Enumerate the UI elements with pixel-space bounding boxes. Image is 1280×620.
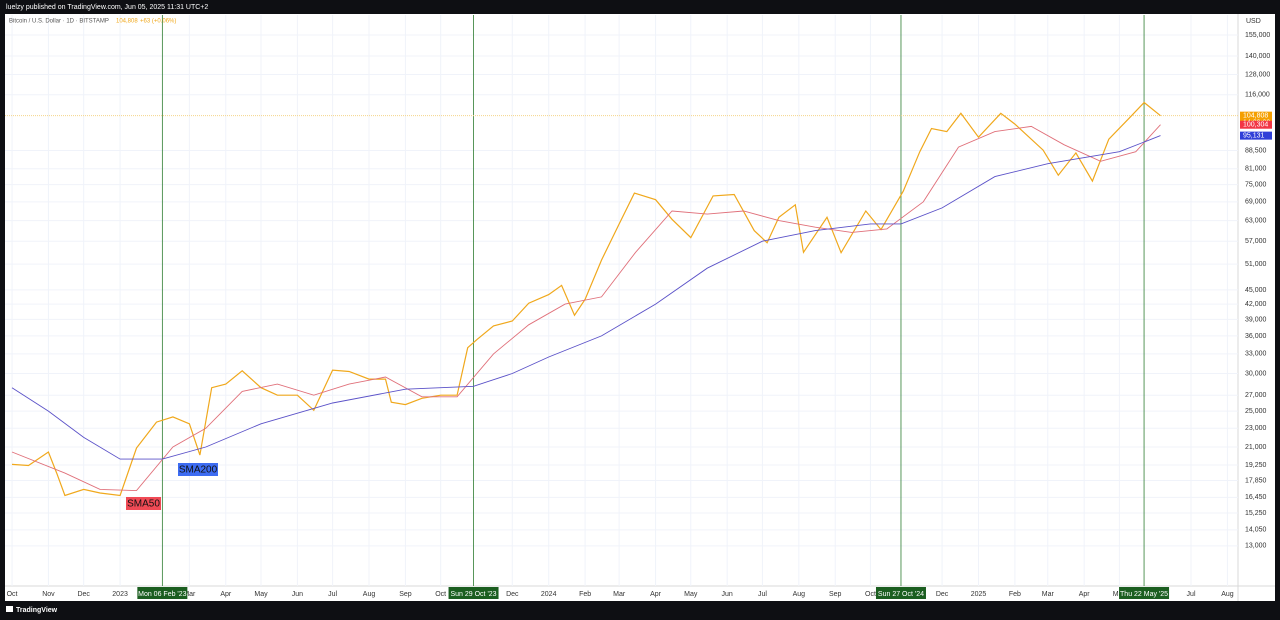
- x-tick-label: Jul: [328, 591, 337, 598]
- y-tick-label: 13,000: [1245, 543, 1267, 550]
- x-tick-label: Aug: [363, 591, 376, 598]
- x-tick-label: Dec: [506, 591, 519, 598]
- chart-area: [5, 14, 1275, 601]
- x-tick-label: 2023: [112, 591, 128, 598]
- price-tag-label: 104,808: [1243, 113, 1268, 120]
- x-tick-label: May: [684, 591, 698, 598]
- x-tick-label: May: [254, 591, 268, 598]
- annotation-label: SMA200: [179, 465, 218, 476]
- legend-name: Bitcoin / U.S. Dollar · 1D · BITSTAMP: [9, 19, 109, 25]
- y-tick-label: 30,000: [1245, 370, 1267, 377]
- y-tick-label: 42,000: [1245, 301, 1267, 308]
- y-tick-label: 21,000: [1245, 444, 1267, 451]
- x-tick-label: Aug: [793, 591, 806, 598]
- y-tick-label: 51,000: [1245, 261, 1267, 268]
- logo: [6, 606, 13, 612]
- x-tick-label: Sep: [829, 591, 842, 598]
- y-tick-label: 16,450: [1245, 494, 1267, 501]
- footer: TradingView: [6, 606, 58, 614]
- crosshair-label: Thu 22 May '25: [1120, 591, 1168, 598]
- x-tick-label: Apr: [220, 591, 232, 598]
- legend-price: 104,808: [116, 19, 138, 25]
- y-tick-label: 23,000: [1245, 425, 1267, 432]
- y-tick-label: 116,000: [1245, 92, 1270, 99]
- crosshair-label-bg: [875, 587, 926, 599]
- y-tick-label: 63,000: [1245, 217, 1267, 224]
- series-line: [11, 124, 1161, 492]
- axis-unit: USD: [1246, 18, 1261, 25]
- y-tick-label: 33,000: [1245, 351, 1267, 358]
- price-tag-label: 95,131: [1243, 132, 1265, 139]
- x-tick-label: Sep: [399, 591, 412, 598]
- price-tag: [1240, 131, 1272, 140]
- x-tick-label: Jul: [1187, 591, 1196, 598]
- y-tick-label: 155,000: [1245, 32, 1270, 39]
- crosshair-label-bg: [137, 587, 188, 599]
- footer-text: TradingView: [16, 607, 58, 614]
- x-tick-label: Oct: [865, 591, 876, 598]
- x-tick-label: Aug: [1221, 591, 1234, 598]
- x-tick-label: Apr: [1079, 591, 1091, 598]
- y-tick-label: 14,050: [1245, 527, 1267, 534]
- legend-change: +63 (+0.06%): [140, 19, 176, 25]
- x-tick-label: 2024: [541, 591, 557, 598]
- crosshair-label: Sun 29 Oct '23: [450, 591, 496, 598]
- x-tick-label: Oct: [7, 591, 18, 598]
- x-tick-label: Nov: [42, 591, 55, 598]
- y-tick-label: 88,500: [1245, 147, 1267, 154]
- annotation-label: SMA50: [127, 499, 160, 510]
- x-tick-label: Jul: [758, 591, 767, 598]
- y-tick-label: 19,250: [1245, 462, 1267, 469]
- x-tick-label: Feb: [1009, 591, 1021, 598]
- y-tick-label: 17,850: [1245, 477, 1267, 484]
- x-tick-label: Jun: [722, 591, 733, 598]
- y-tick-label: 15,250: [1245, 510, 1267, 517]
- price-tag: [1240, 120, 1272, 129]
- y-tick-label: 36,000: [1245, 333, 1267, 340]
- x-tick-label: Dec: [77, 591, 90, 598]
- y-tick-label: 128,000: [1245, 71, 1270, 78]
- crosshair-label-bg: [448, 587, 499, 599]
- crosshair-label-bg: [1119, 587, 1170, 599]
- y-tick-label: 69,000: [1245, 199, 1267, 206]
- series-line: [11, 101, 1161, 497]
- x-tick-label: Oct: [435, 591, 446, 598]
- y-tick-label: 57,000: [1245, 238, 1267, 245]
- x-tick-label: Dec: [936, 591, 949, 598]
- crosshair-label: Sun 27 Oct '24: [878, 591, 924, 598]
- annotation-box: [178, 463, 218, 476]
- y-tick-label: 39,000: [1245, 316, 1267, 323]
- header: luelzy published on TradingView.com, Jun…: [6, 4, 208, 11]
- y-tick-label: 140,000: [1245, 53, 1270, 60]
- x-tick-label: Mar: [613, 591, 626, 598]
- x-tick-label: Apr: [650, 591, 662, 598]
- series-line: [11, 135, 1161, 460]
- crosshair-label: Mon 06 Feb '23: [138, 591, 187, 598]
- x-tick-label: Mar: [183, 591, 196, 598]
- y-tick-label: 81,000: [1245, 166, 1267, 173]
- x-tick-label: Mar: [1042, 591, 1055, 598]
- annotation-box: [126, 497, 161, 510]
- x-tick-label: 2025: [971, 591, 987, 598]
- x-tick-label: Jun: [292, 591, 303, 598]
- price-tag-label: 100,304: [1243, 122, 1268, 129]
- y-tick-label: 45,000: [1245, 287, 1267, 294]
- y-tick-label: 27,000: [1245, 392, 1267, 399]
- y-tick-label: 25,000: [1245, 408, 1267, 415]
- y-tick-label: 75,000: [1245, 181, 1267, 188]
- x-tick-label: Feb: [579, 591, 591, 598]
